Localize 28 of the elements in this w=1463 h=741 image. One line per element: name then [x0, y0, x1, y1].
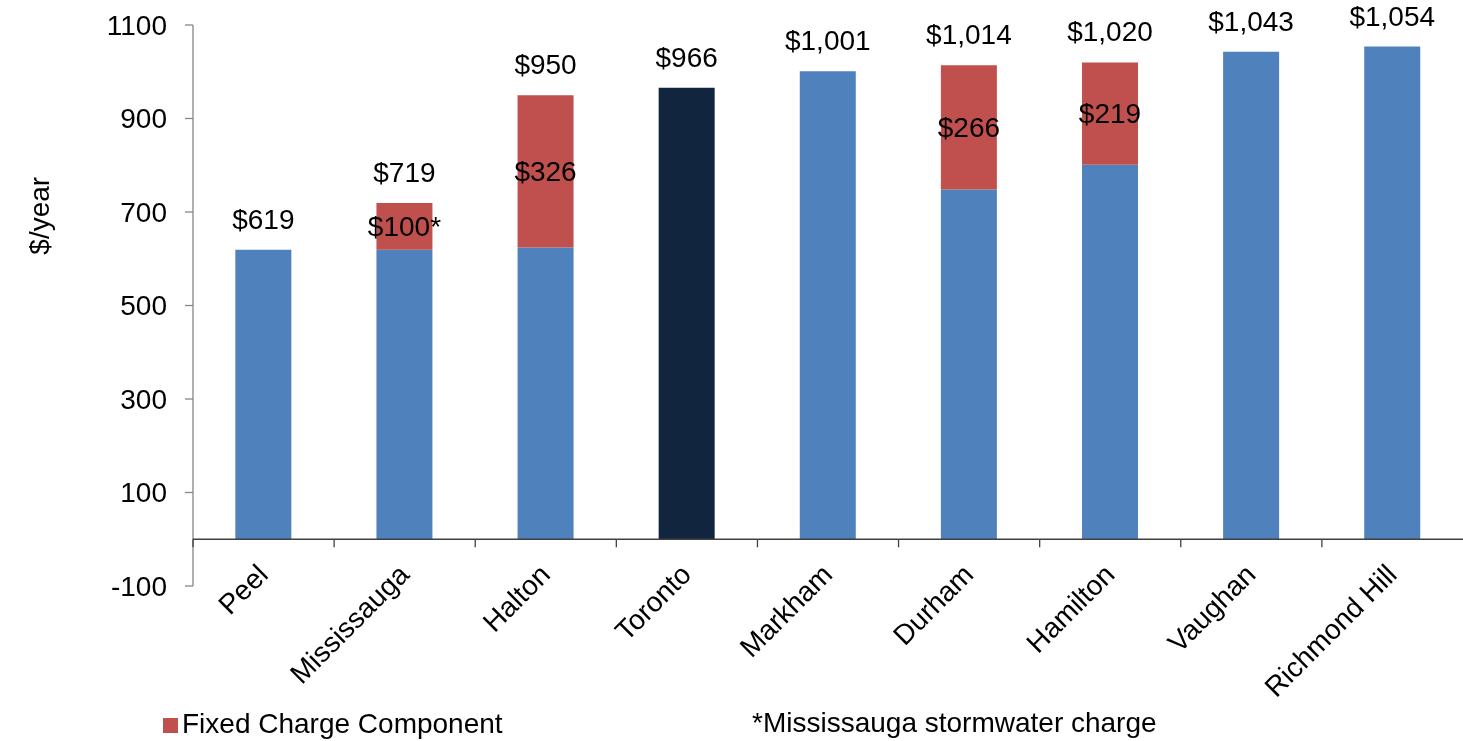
total-label: $619 — [232, 203, 295, 235]
total-label: $719 — [373, 157, 436, 189]
bar — [376, 249, 433, 540]
total-label: $1,043 — [1208, 5, 1294, 37]
y-tick-label: 1100 — [106, 9, 167, 41]
bar — [658, 87, 715, 540]
bar — [799, 71, 856, 540]
y-axis-title: $/year — [24, 176, 56, 255]
y-tick-label: -100 — [110, 570, 167, 602]
bar — [940, 189, 997, 540]
bar — [1082, 164, 1138, 540]
total-label: $966 — [655, 41, 718, 73]
total-label: $1,020 — [1067, 16, 1153, 48]
total-label: $1,001 — [784, 25, 871, 57]
total-label: $950 — [514, 49, 577, 81]
y-tick-label: 900 — [120, 103, 167, 135]
y-tick-label: 100 — [120, 477, 167, 509]
total-label: $1,054 — [1349, 0, 1436, 32]
y-tick-label: 700 — [120, 196, 167, 228]
text: *Mississauga stormwater charge — [752, 706, 1157, 740]
y-tick-label: 300 — [120, 383, 167, 415]
y-tick-label: 500 — [120, 290, 167, 322]
total-label: $1,014 — [926, 19, 1012, 51]
bar — [235, 249, 292, 540]
bar — [517, 247, 574, 540]
legend-label: Fixed Charge Component — [182, 708, 503, 739]
bar — [1364, 46, 1421, 540]
bar — [1223, 51, 1280, 540]
